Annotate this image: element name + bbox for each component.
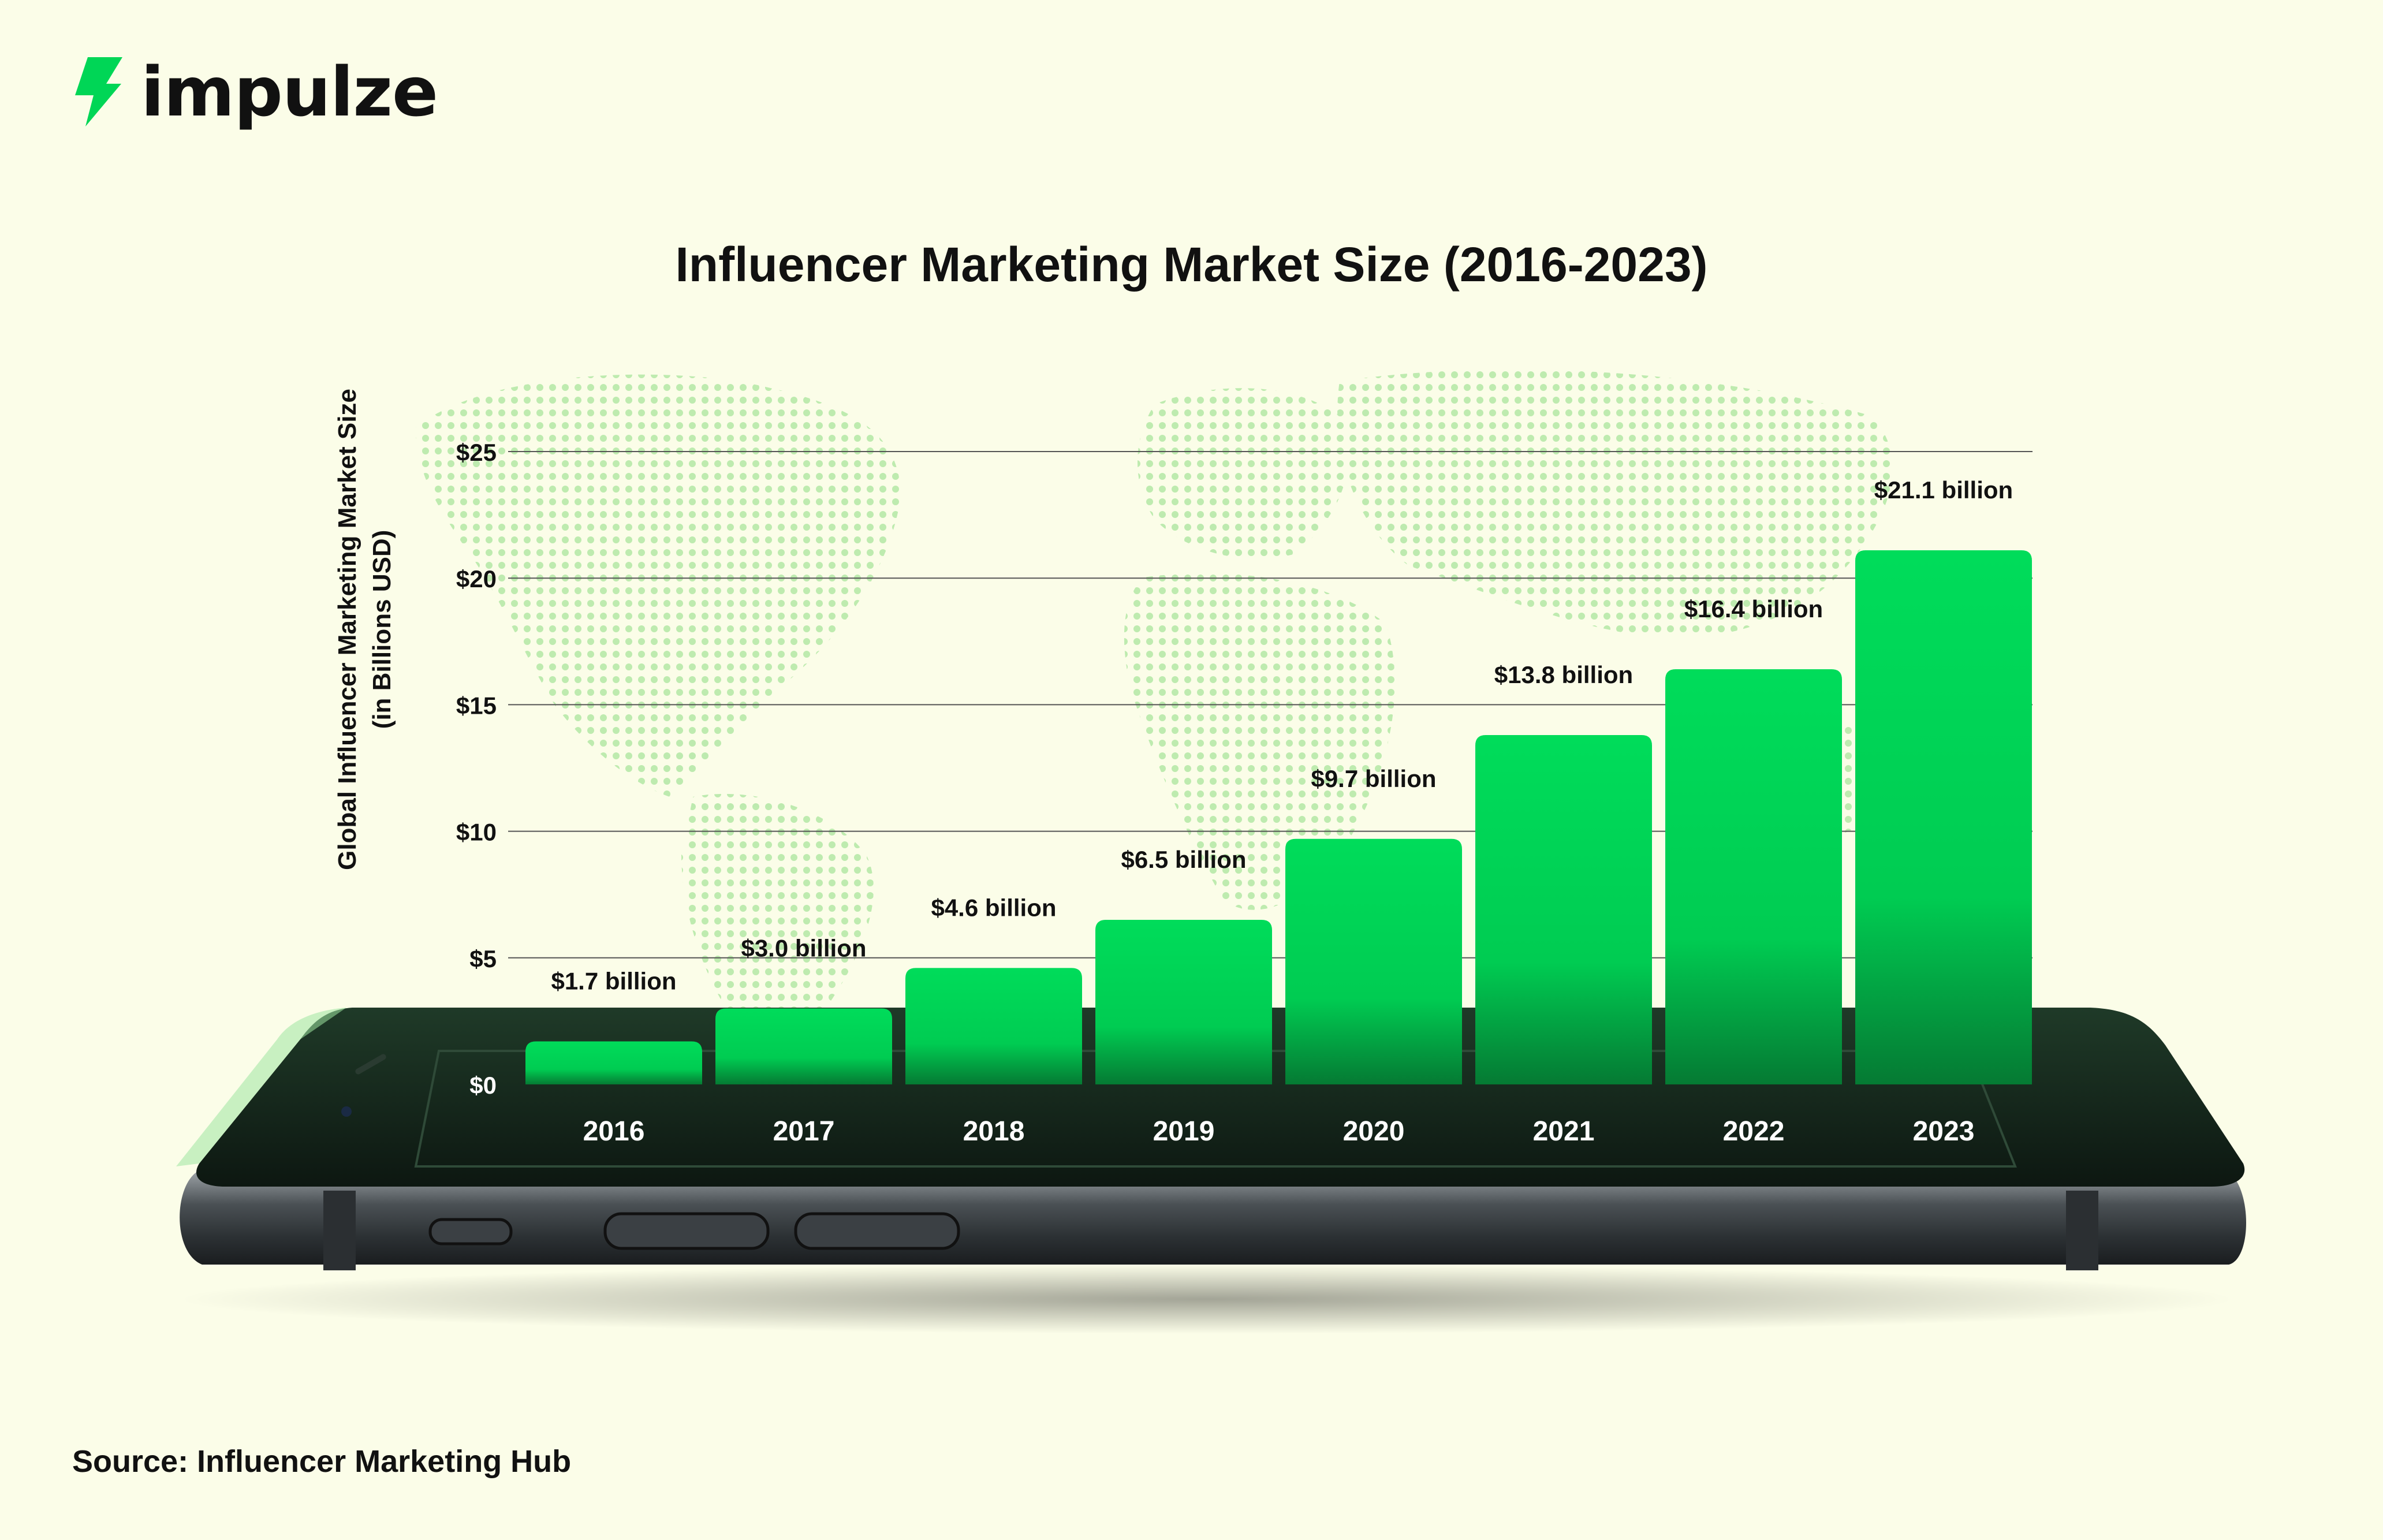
phone-shadow: [179, 1265, 2235, 1334]
brand-name: impulze: [141, 52, 438, 132]
phone-screen-edge-glow: [176, 1008, 346, 1166]
data-label: $4.6 billion: [931, 894, 1056, 921]
x-axis: 2016 2017 2018 2019 2020 2021 2022 2023: [583, 1116, 1975, 1147]
y-tick-label: $10: [456, 819, 497, 846]
y-tick-label: $25: [456, 439, 497, 466]
bar-2021: [1475, 735, 1652, 1084]
y-axis: $0 $5 $10 $15 $20 $25: [456, 439, 497, 1099]
europe-shape: [1138, 388, 1349, 559]
x-tick-label: 2017: [773, 1116, 835, 1147]
data-label: $21.1 billion: [1874, 476, 2013, 504]
bar-series: [525, 550, 2032, 1084]
data-label: $3.0 billion: [741, 934, 866, 961]
chart-title: Influencer Marketing Market Size (2016-2…: [675, 237, 1708, 292]
x-tick-label: 2016: [583, 1116, 645, 1147]
x-tick-label: 2018: [963, 1116, 1025, 1147]
data-label: $13.8 billion: [1494, 661, 1633, 688]
bar-2022: [1665, 669, 1842, 1084]
bar-2020: [1285, 838, 1462, 1084]
brand-logo: impulze: [69, 52, 438, 132]
bar-2019: [1095, 920, 1272, 1084]
phone-speaker: [355, 1054, 386, 1075]
source-note: Source: Influencer Marketing Hub: [72, 1444, 572, 1479]
bar-2017: [715, 1008, 892, 1084]
data-label: $1.7 billion: [551, 967, 676, 994]
phone-antenna-band-left: [323, 1191, 356, 1270]
x-tick-label: 2022: [1723, 1116, 1785, 1147]
x-tick-label: 2023: [1913, 1116, 1975, 1147]
data-label: $16.4 billion: [1684, 595, 1823, 622]
asia-shape: [1337, 370, 1893, 639]
south-america-shape: [681, 793, 874, 1041]
x-tick-label: 2021: [1533, 1116, 1595, 1147]
phone-camera: [341, 1106, 352, 1117]
y-tick-label: $20: [456, 565, 497, 592]
data-labels: $1.7 billion $3.0 billion $4.6 billion $6.5…: [551, 476, 2013, 994]
x-tick-label: 2020: [1343, 1116, 1405, 1147]
bar-2016: [525, 1041, 702, 1084]
x-tick-label: 2019: [1153, 1116, 1215, 1147]
y-tick-label: $0: [469, 1072, 497, 1099]
y-tick-label: $15: [456, 692, 497, 719]
world-map-background: [416, 370, 1896, 1041]
y-axis-label: Global Influencer Marketing Market Size: [333, 389, 361, 870]
data-label: $6.5 billion: [1121, 846, 1246, 873]
africa-shape: [1124, 573, 1395, 910]
y-axis-title: Global Influencer Marketing Market Size …: [333, 389, 396, 870]
phone-side-button-volume-down: [794, 1212, 960, 1250]
lightning-bolt-icon: [75, 57, 122, 126]
phone-side-button-mute: [428, 1218, 513, 1246]
data-label: $9.7 billion: [1311, 765, 1436, 792]
y-axis-sublabel: (in Billions USD): [368, 530, 396, 729]
bar-2018: [905, 968, 1082, 1084]
y-tick-label: $5: [469, 945, 497, 972]
north-america-shape: [416, 374, 901, 797]
phone-side-button-volume-up: [603, 1212, 770, 1250]
phone-antenna-band-right: [2066, 1191, 2098, 1270]
bar-2023: [1855, 550, 2032, 1084]
